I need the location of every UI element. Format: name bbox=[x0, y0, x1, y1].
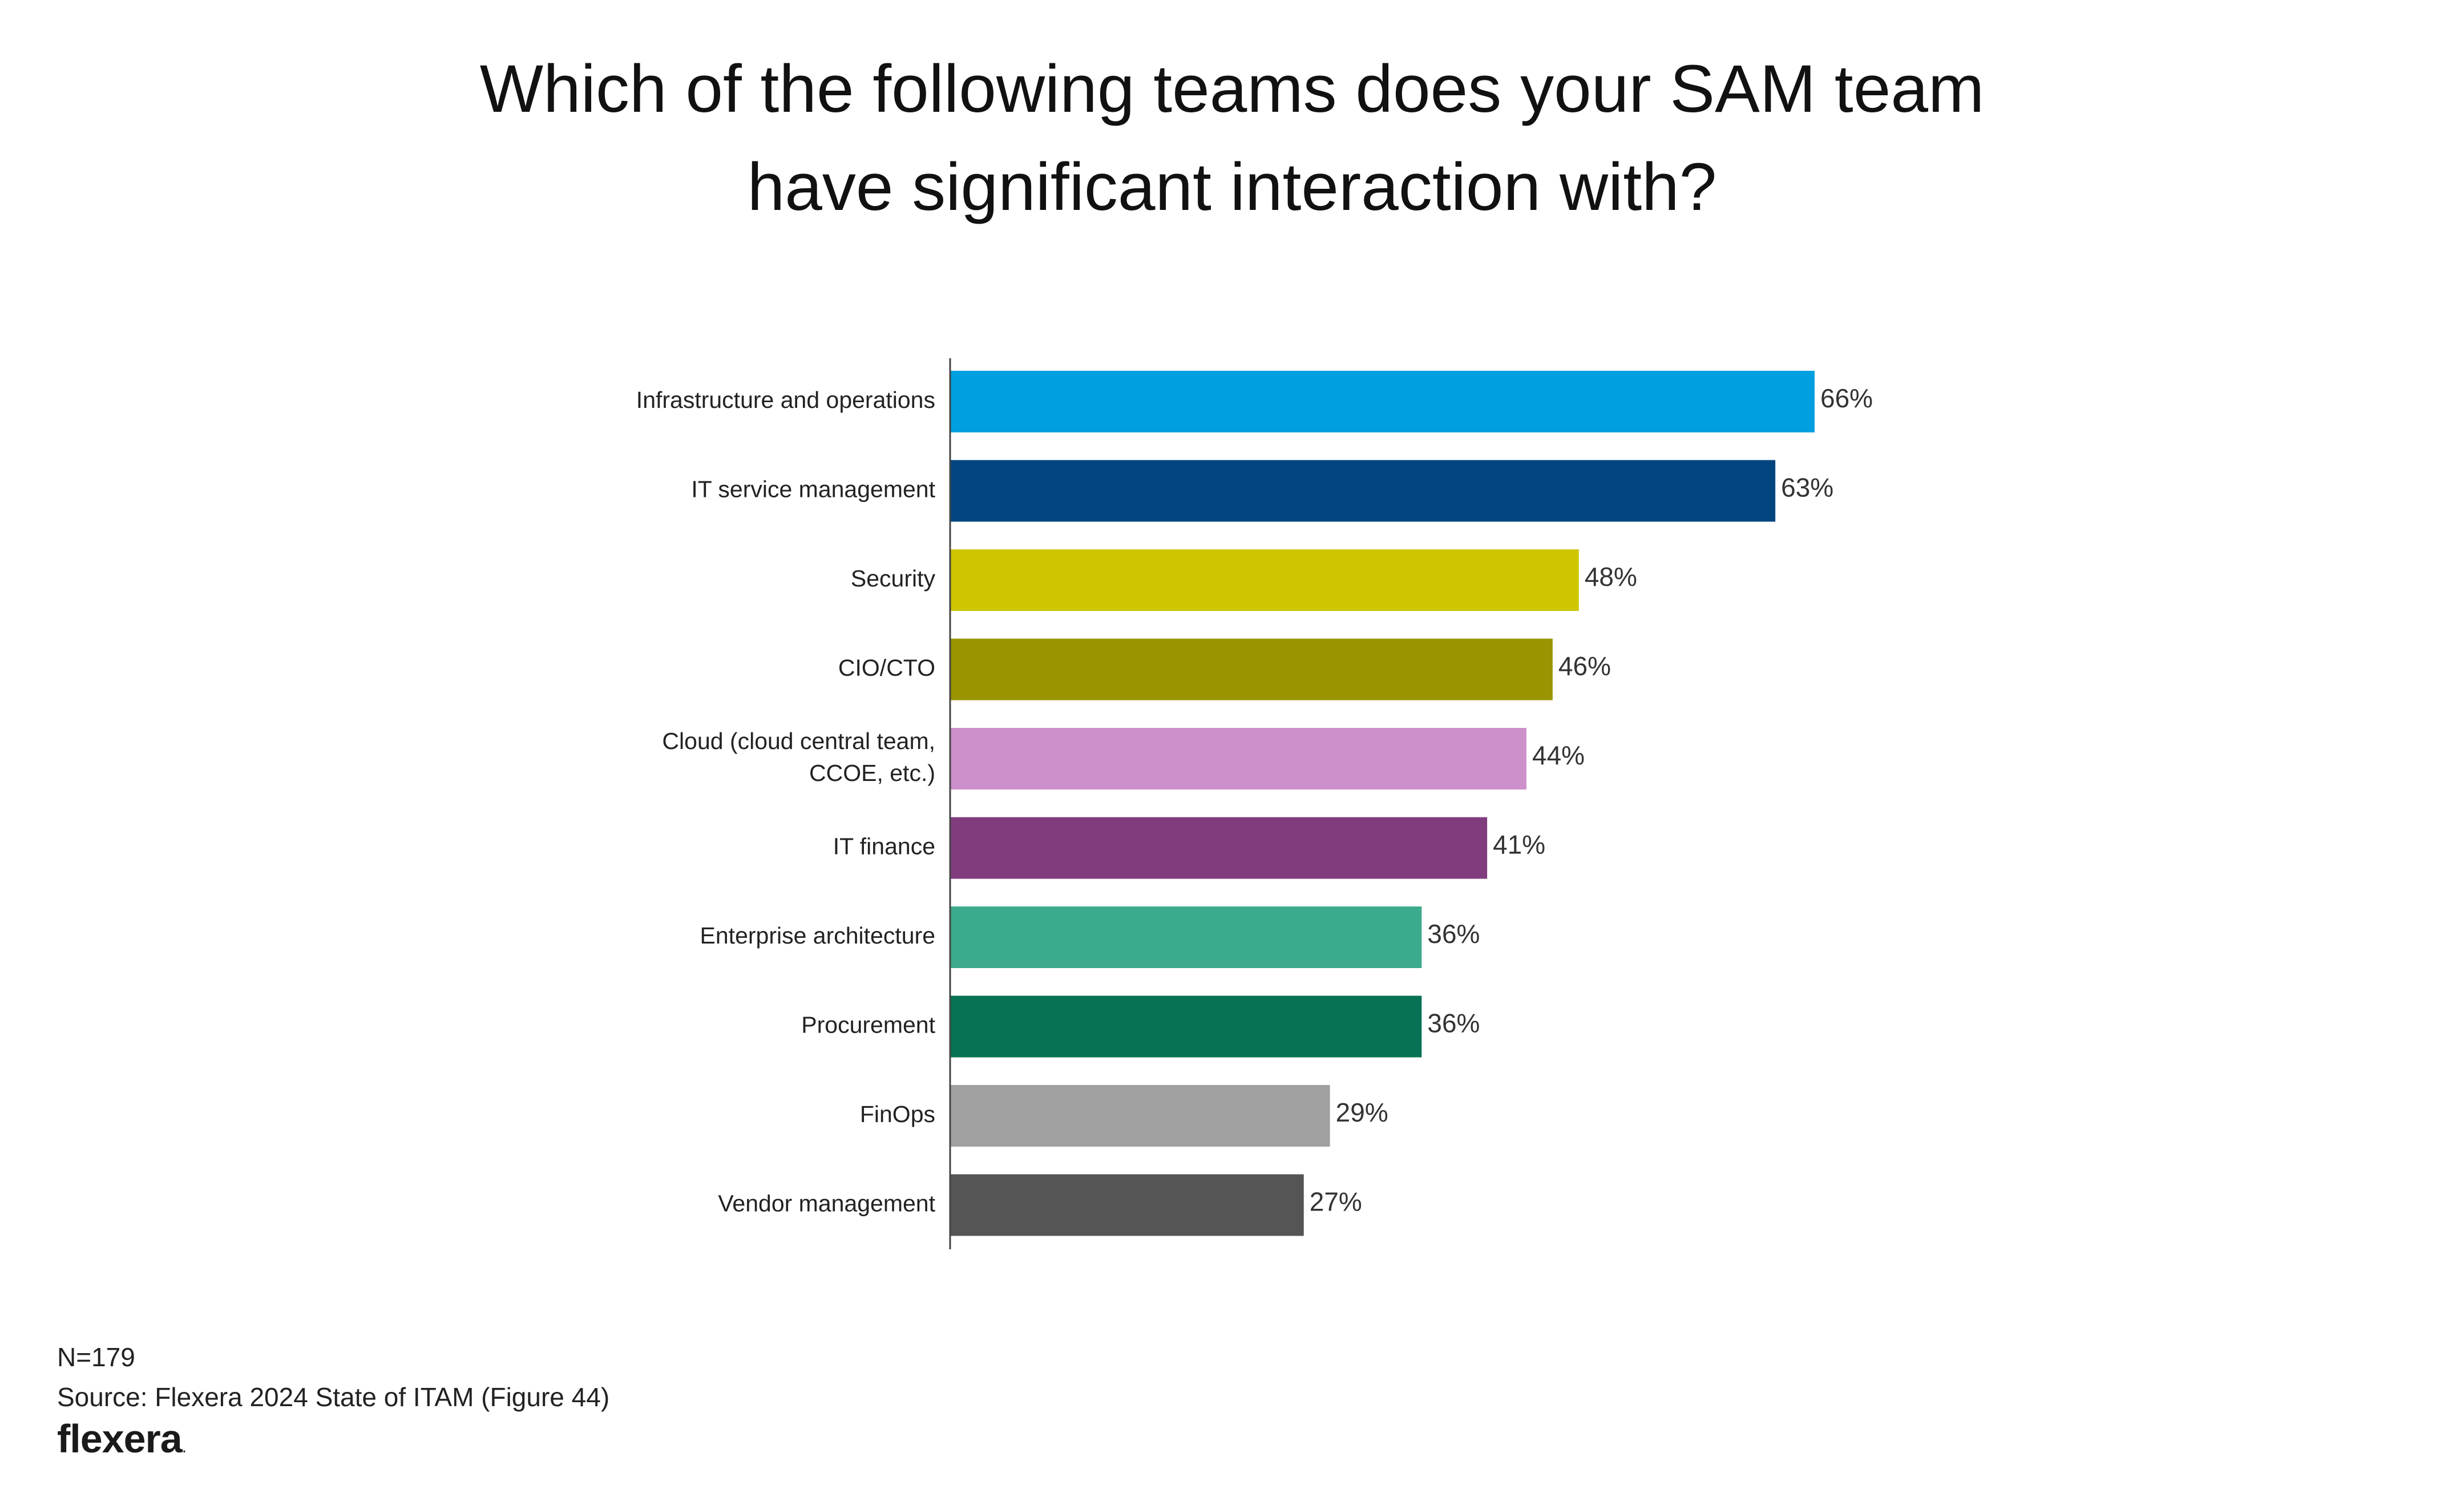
category-label-8: FinOps bbox=[860, 1101, 935, 1127]
bar-5 bbox=[950, 817, 1488, 879]
category-label-4-line-0: Cloud (cloud central team, bbox=[662, 728, 935, 754]
bar-2 bbox=[950, 549, 1579, 611]
value-label-2: 48% bbox=[1585, 562, 1637, 592]
bar-1 bbox=[950, 460, 1776, 522]
category-label-1: IT service management bbox=[691, 476, 935, 502]
chart-title-line-2: have significant interaction with? bbox=[747, 149, 1717, 225]
bar-9 bbox=[950, 1174, 1304, 1236]
category-label-2: Security bbox=[851, 565, 936, 592]
category-label-4-line-1: CCOE, etc.) bbox=[809, 760, 935, 786]
category-label-6: Enterprise architecture bbox=[700, 922, 935, 949]
flexera-logo: flexera. bbox=[57, 1416, 187, 1462]
category-label-3: CIO/CTO bbox=[838, 654, 935, 681]
category-label-7: Procurement bbox=[801, 1011, 935, 1038]
category-label-9: Vendor management bbox=[718, 1190, 935, 1216]
source-note: Source: Flexera 2024 State of ITAM (Figu… bbox=[57, 1382, 610, 1412]
value-label-9: 27% bbox=[1310, 1187, 1362, 1217]
value-label-5: 41% bbox=[1493, 830, 1545, 860]
category-label-5: IT finance bbox=[833, 833, 935, 859]
value-label-6: 36% bbox=[1427, 919, 1480, 949]
value-label-3: 46% bbox=[1558, 651, 1611, 681]
logo-wordmark: flexera bbox=[57, 1416, 183, 1461]
value-label-7: 36% bbox=[1427, 1009, 1480, 1038]
sample-size-note: N=179 bbox=[57, 1342, 135, 1372]
value-label-4: 44% bbox=[1532, 740, 1585, 770]
bar-3 bbox=[950, 638, 1553, 701]
value-label-8: 29% bbox=[1336, 1098, 1388, 1127]
chart-title: Which of the following teams does your S… bbox=[0, 40, 2464, 236]
chart-title-line-1: Which of the following teams does your S… bbox=[479, 51, 1985, 127]
bar-chart: 66% Infrastructure and operations 63% IT se… bbox=[636, 358, 1873, 1249]
category-label-0: Infrastructure and operations bbox=[636, 387, 935, 413]
value-label-1: 63% bbox=[1781, 473, 1833, 503]
value-label-0: 66% bbox=[1820, 383, 1873, 413]
bar-7 bbox=[950, 995, 1422, 1058]
bar-4 bbox=[950, 728, 1526, 790]
logo-dot: . bbox=[181, 1438, 187, 1456]
bar-0 bbox=[950, 371, 1815, 432]
bar-6 bbox=[950, 906, 1422, 968]
bar-8 bbox=[950, 1085, 1330, 1147]
